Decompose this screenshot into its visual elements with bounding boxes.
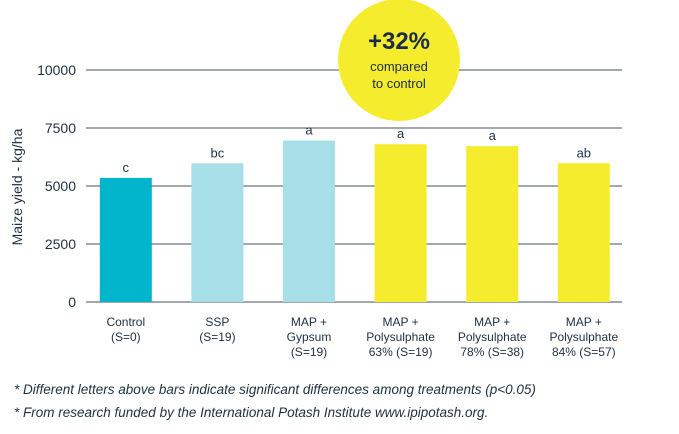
bar: [99, 177, 152, 302]
footnote-source: * From research funded by the Internatio…: [14, 405, 489, 420]
category-label: MAP +: [383, 315, 419, 329]
significance-letter: a: [489, 128, 497, 143]
y-axis-ticks: 0 2500 5000 7500 10000: [37, 62, 76, 310]
bars: [99, 140, 610, 302]
category-label: Polysulphate: [366, 330, 435, 344]
bar: [283, 140, 335, 302]
significance-letter: a: [397, 126, 405, 141]
bar: [191, 163, 244, 302]
y-tick-label: 10000: [37, 62, 76, 78]
y-tick-label: 2500: [45, 236, 76, 252]
comparison-badge: +32% compared to control: [338, 0, 460, 121]
category-label: 84% (S=57): [552, 345, 616, 359]
category-label: (S=0): [111, 330, 141, 344]
significance-letter: bc: [211, 145, 225, 160]
category-label: Gypsum: [287, 330, 332, 344]
y-tick-label: 5000: [45, 178, 76, 194]
badge-value: +32%: [368, 28, 430, 55]
bar: [557, 163, 610, 302]
y-tick-label: 0: [68, 294, 76, 310]
badge-line-2: to control: [372, 76, 426, 91]
badge-line-1: compared: [370, 59, 428, 74]
x-axis-categories: Control(S=0)SSP(S=19)MAP +Gypsum(S=19)MA…: [106, 315, 618, 359]
category-label: Polysulphate: [458, 330, 527, 344]
footnote-significance: * Different letters above bars indicate …: [14, 382, 536, 397]
gridlines: [86, 69, 622, 303]
category-label: SSP: [205, 315, 229, 329]
category-label: MAP +: [566, 315, 602, 329]
badge-circle: [338, 0, 460, 121]
y-tick-label: 7500: [45, 120, 76, 136]
category-label: 63% (S=19): [369, 345, 433, 359]
significance-letter: ab: [577, 145, 591, 160]
significance-letter: c: [123, 160, 130, 175]
category-label: Control: [106, 315, 145, 329]
footnotes: * Different letters above bars indicate …: [14, 378, 536, 424]
category-label: (S=19): [291, 345, 327, 359]
bar: [466, 146, 519, 302]
bar: [374, 144, 427, 302]
significance-letter: a: [305, 123, 313, 138]
category-label: MAP +: [474, 315, 510, 329]
category-label: (S=19): [199, 330, 235, 344]
category-label: 78% (S=38): [460, 345, 524, 359]
category-label: Polysulphate: [549, 330, 618, 344]
category-label: MAP +: [291, 315, 327, 329]
y-axis-label: Maize yield - kg/ha: [9, 128, 25, 245]
significance-letters: c bc a a a ab: [123, 123, 591, 175]
